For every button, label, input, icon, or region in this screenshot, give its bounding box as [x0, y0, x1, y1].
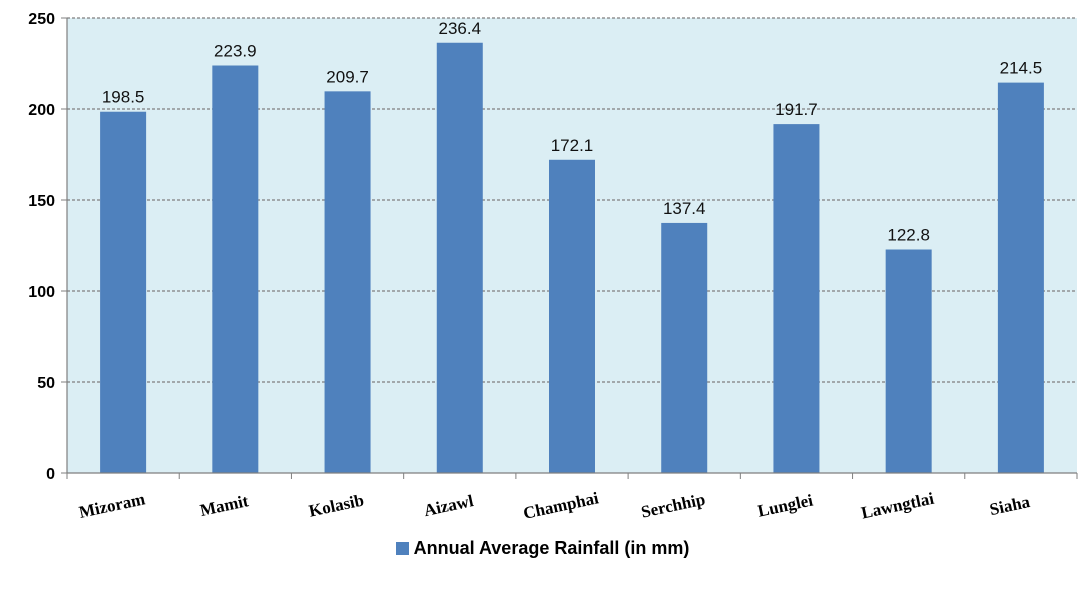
legend: Annual Average Rainfall (in mm): [0, 538, 1085, 559]
data-label: 198.5: [102, 88, 145, 107]
bar: [324, 91, 371, 473]
bar: [997, 82, 1044, 474]
bars: [100, 42, 1044, 474]
bar: [100, 111, 147, 473]
data-labels: 198.5 223.9 209.7 236.4 172.1 137.4 191.7 122.8…: [102, 19, 1042, 245]
x-tick-label: Aizawl: [422, 491, 475, 520]
bar: [885, 249, 932, 473]
x-tick-label: Lawngtlai: [860, 489, 936, 523]
y-tick-label: 50: [37, 375, 55, 392]
data-label: 214.5: [1000, 59, 1043, 78]
x-tick-label: Serchhip: [639, 490, 706, 522]
axes: [66, 18, 1078, 479]
bar: [212, 65, 259, 473]
x-tick-label: Lunglei: [756, 490, 815, 520]
data-label: 236.4: [439, 19, 482, 38]
bar: [436, 42, 483, 473]
data-label: 209.7: [326, 67, 369, 86]
data-label: 172.1: [551, 136, 594, 155]
y-tick-labels: 0 50 100 150 200 250: [28, 11, 55, 483]
data-label: 191.7: [775, 100, 818, 119]
y-tick-label: 250: [28, 11, 55, 28]
x-tick-label: Siaha: [988, 492, 1032, 519]
bar: [661, 222, 708, 473]
y-tick-label: 100: [28, 284, 55, 301]
y-tick-label: 200: [28, 102, 55, 119]
x-tick-labels: Mizoram Mamit Kolasib Aizawl Champhai Serchhi…: [77, 488, 1032, 523]
data-label: 137.4: [663, 199, 706, 218]
x-tick-label: Kolasib: [307, 491, 365, 521]
y-tick-label: 0: [46, 466, 55, 483]
legend-label: Annual Average Rainfall (in mm): [413, 538, 690, 558]
bar: [549, 159, 595, 473]
data-label: 223.9: [214, 42, 257, 61]
data-label: 122.8: [887, 226, 930, 245]
bar: [773, 124, 820, 473]
x-tick-label: Mizoram: [77, 489, 147, 522]
legend-swatch: [395, 542, 409, 555]
x-tick-label: Mamit: [198, 491, 250, 520]
y-tick-label: 150: [28, 193, 55, 210]
x-tick-label: Champhai: [521, 488, 600, 523]
